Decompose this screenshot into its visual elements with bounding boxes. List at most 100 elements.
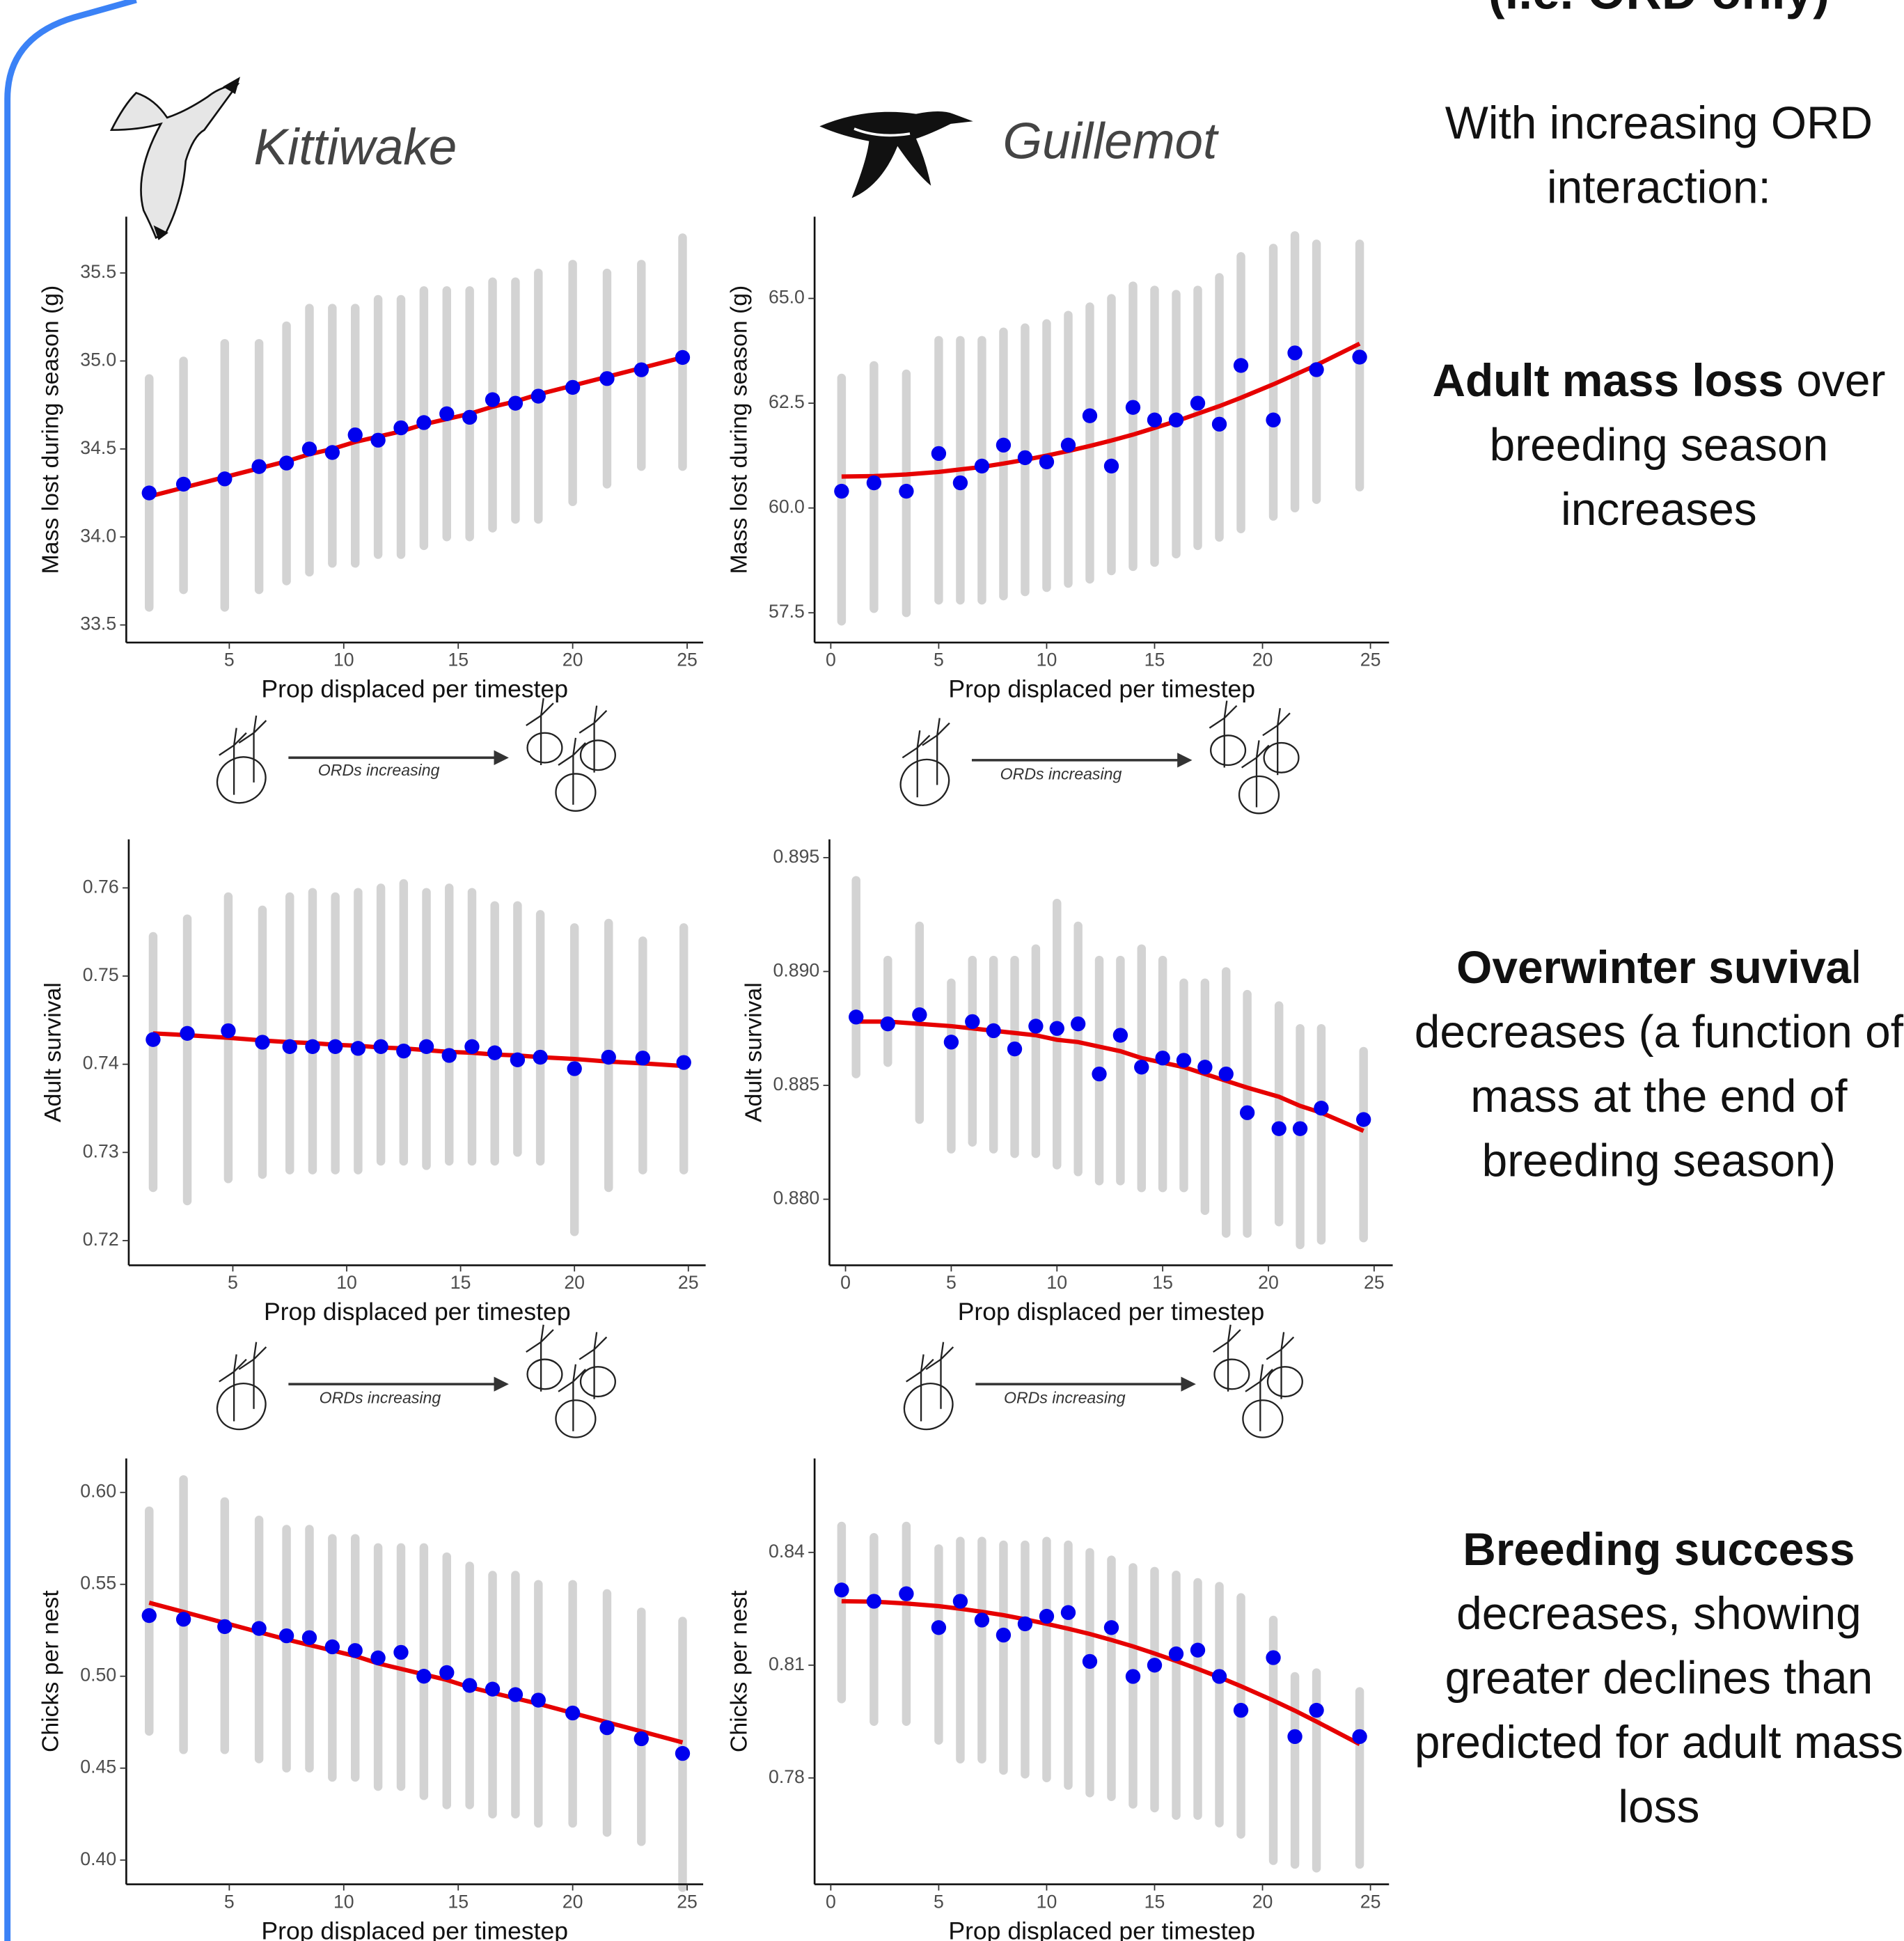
species-label: Kittiwake [254, 119, 457, 175]
y-tick-label: 0.81 [769, 1653, 805, 1674]
data-point [849, 1009, 864, 1025]
y-tick-label: 0.50 [80, 1665, 116, 1685]
guillemot-icon [819, 111, 973, 198]
x-tick-label: 20 [564, 1272, 585, 1293]
finding: Breeding success decreases, showing grea… [1393, 1518, 1904, 1839]
data-point [1190, 395, 1206, 411]
data-point [221, 1023, 236, 1039]
data-point [834, 1582, 849, 1598]
data-point [175, 476, 191, 492]
y-tick-label: 35.5 [80, 261, 116, 282]
data-point [462, 1678, 478, 1693]
x-axis-label: Prop displaced per timestep [948, 675, 1255, 703]
data-point [530, 1692, 546, 1708]
y-tick-label: 0.890 [773, 959, 820, 980]
data-point [1239, 1105, 1255, 1120]
finding: Adult mass loss over breeding season inc… [1393, 349, 1904, 542]
data-point [931, 446, 947, 462]
data-point [599, 1720, 615, 1736]
data-point [1197, 1060, 1213, 1075]
data-point [441, 1048, 457, 1063]
x-tick-label: 20 [1258, 1272, 1279, 1293]
y-tick-label: 34.5 [80, 437, 116, 458]
data-point [1070, 1016, 1086, 1032]
data-point [462, 409, 478, 425]
y-axis-label: Adult survival [741, 982, 767, 1122]
data-point [324, 1639, 340, 1655]
x-tick-label: 5 [934, 1891, 944, 1912]
data-point [1266, 1650, 1281, 1665]
data-point [305, 1039, 320, 1054]
data-point [1292, 1121, 1308, 1136]
data-point [1176, 1053, 1192, 1068]
data-point [974, 1612, 990, 1628]
data-point [675, 1745, 691, 1761]
data-point [1218, 1066, 1234, 1082]
x-tick-label: 25 [1364, 1272, 1385, 1293]
finding: Overwinter suvival decreases (a function… [1393, 936, 1904, 1193]
y-tick-label: 0.55 [80, 1573, 116, 1594]
panel: 0 5 10 15 20 25 0.880 0.885 0.890 0.895 Prop displ… [741, 839, 1393, 1326]
data-point [1125, 1669, 1141, 1684]
data-point [1168, 1646, 1184, 1662]
finding-bold: Adult mass loss [1432, 355, 1784, 407]
data-point [912, 1007, 927, 1023]
data-point [834, 483, 849, 499]
data-point [255, 1035, 270, 1050]
intro-text: With increasing ORD interaction: [1445, 97, 1873, 213]
data-point [396, 1043, 411, 1059]
data-point [676, 1055, 691, 1070]
data-point [1190, 1642, 1206, 1658]
data-point [278, 455, 294, 471]
x-tick-label: 25 [677, 650, 698, 670]
fit-line [841, 341, 1361, 479]
y-tick-label: 34.0 [80, 525, 116, 546]
x-tick-label: 15 [450, 1272, 471, 1293]
x-axis-label: Prop displaced per timestep [261, 1917, 568, 1941]
data-point [141, 485, 157, 501]
data-point [1147, 1658, 1163, 1673]
data-point [393, 420, 409, 436]
fit-line [841, 1598, 1361, 1746]
data-point [996, 1627, 1012, 1643]
y-tick-label: 60.0 [769, 496, 805, 517]
x-tick-label: 20 [562, 1891, 583, 1912]
data-point [141, 1608, 157, 1624]
y-tick-label: 0.72 [83, 1229, 119, 1250]
x-tick-label: 15 [1144, 650, 1165, 670]
x-tick-label: 5 [946, 1272, 957, 1293]
data-point [324, 445, 340, 460]
x-tick-label: 25 [1360, 650, 1381, 670]
data-point [1356, 1112, 1371, 1127]
x-tick-label: 0 [826, 650, 836, 670]
y-axis-label: Mass lost during season (g) [725, 285, 752, 574]
y-tick-label: 0.60 [80, 1481, 116, 1502]
data-point [1060, 437, 1076, 453]
y-axis-label: Chicks per nest [38, 1590, 64, 1752]
data-point [996, 437, 1012, 453]
data-point [508, 395, 524, 411]
data-point [251, 459, 267, 474]
data-point [1266, 412, 1281, 427]
data-point [1007, 1041, 1023, 1057]
x-tick-label: 5 [224, 1891, 235, 1912]
data-point [931, 1620, 947, 1635]
data-point [634, 1731, 649, 1747]
data-point [508, 1687, 524, 1702]
y-tick-label: 0.73 [83, 1140, 119, 1161]
data-point [217, 1619, 233, 1635]
header-note: (i.e. ORD only) [1393, 0, 1904, 25]
data-point [1134, 1060, 1149, 1075]
y-tick-label: 0.895 [773, 846, 820, 867]
data-point [1103, 1620, 1119, 1635]
data-point [952, 475, 968, 491]
x-tick-label: 5 [224, 650, 235, 670]
x-tick-label: 25 [677, 1891, 698, 1912]
data-point [370, 1650, 386, 1665]
data-point [373, 1039, 388, 1054]
data-point [1352, 349, 1367, 365]
x-tick-label: 5 [934, 650, 944, 670]
data-point [986, 1023, 1001, 1039]
